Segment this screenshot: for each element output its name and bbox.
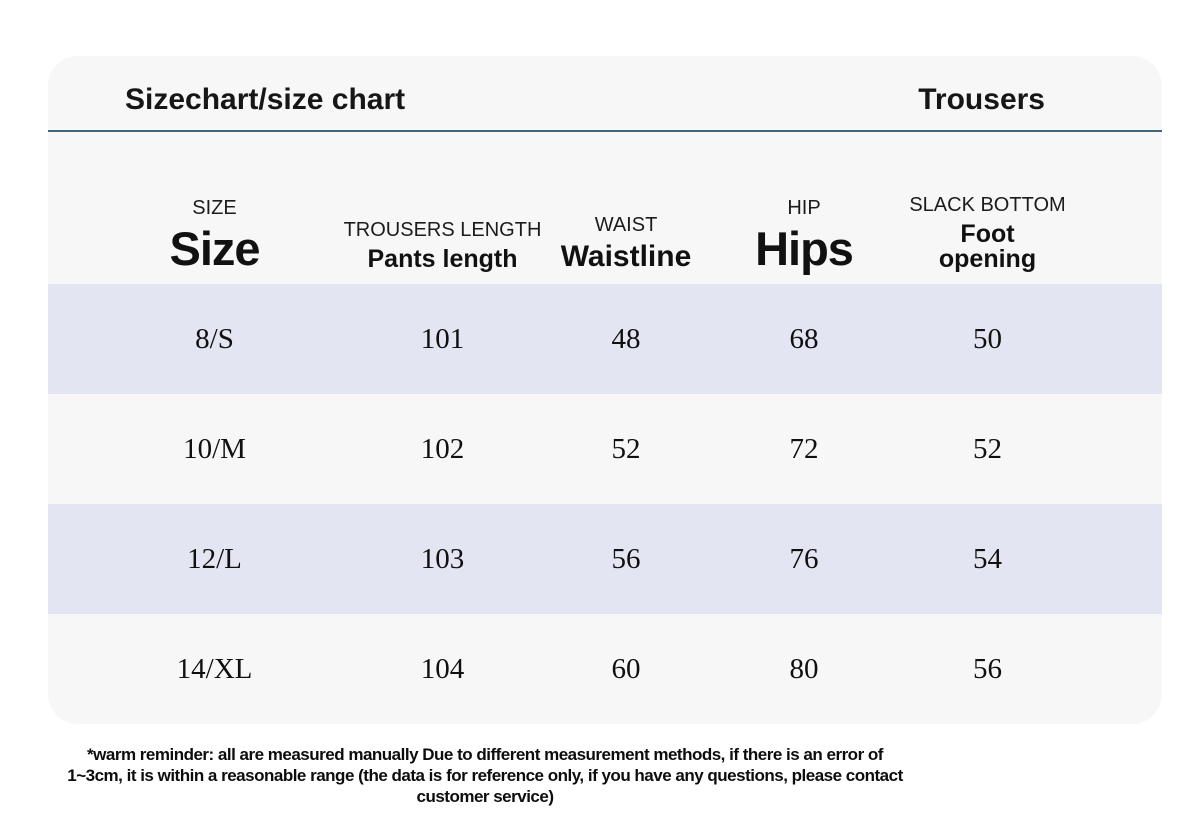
size-cell: 10/M	[183, 432, 246, 465]
column-header-size: SIZE Size	[81, 132, 348, 284]
size-cell: 8/S	[195, 322, 234, 355]
column-label-main: Pants length	[367, 245, 518, 273]
foot-opening-cell: 56	[973, 652, 1002, 685]
column-label-top: WAIST	[594, 214, 658, 236]
page-title: Sizechart/size chart	[125, 83, 406, 116]
column-header-foot-opening: SLACK BOTTOM Foot opening	[893, 132, 1082, 284]
table-row-10m: 10/M 102 52 72 52	[48, 394, 1162, 504]
product-type-label: Trousers	[918, 83, 1045, 116]
column-header-hips: HIP Hips	[715, 132, 893, 284]
card-header: Sizechart/size chart Trousers	[48, 56, 1162, 130]
column-label-top: SIZE	[192, 197, 237, 219]
size-cell: 14/XL	[176, 652, 253, 685]
pants-length-cell: 104	[420, 652, 465, 685]
column-label-main: Foot opening	[938, 220, 1037, 273]
column-label-main: Size	[169, 222, 260, 275]
column-label-top: SLACK BOTTOM	[909, 194, 1066, 216]
table-row-14xl: 14/XL 104 60 80 56	[48, 614, 1162, 724]
waistline-cell: 60	[611, 652, 641, 685]
size-cell: 12/L	[187, 542, 242, 575]
header-divider	[48, 130, 1162, 132]
table-row-8s: 8/S 101 48 68 50	[48, 284, 1162, 394]
waistline-cell: 56	[611, 542, 641, 575]
column-label-top: HIP	[787, 197, 821, 219]
size-chart-card: Sizechart/size chart Trousers SIZE Size …	[48, 56, 1162, 724]
column-label-main: Waistline	[560, 240, 692, 273]
pants-length-cell: 103	[420, 542, 465, 575]
note-line-2: 1~3cm, it is within a reasonable range (…	[67, 766, 903, 785]
warm-reminder-note: *warm reminder: all are measured manuall…	[25, 744, 945, 807]
column-label-top: TROUSERS LENGTH	[343, 219, 542, 241]
hips-cell: 80	[789, 652, 819, 685]
hips-cell: 72	[789, 432, 819, 465]
column-label-main: Hips	[755, 222, 854, 275]
column-header-waistline: WAIST Waistline	[537, 132, 715, 284]
pants-length-cell: 101	[420, 322, 465, 355]
pants-length-cell: 102	[420, 432, 465, 465]
table-header-row: SIZE Size TROUSERS LENGTH Pants length W…	[48, 132, 1162, 284]
foot-opening-cell: 54	[973, 542, 1002, 575]
hips-cell: 68	[789, 322, 819, 355]
hips-cell: 76	[789, 542, 819, 575]
table-row-12l: 12/L 103 56 76 54	[48, 504, 1162, 614]
note-line-3: customer service)	[416, 787, 554, 806]
foot-opening-cell: 52	[973, 432, 1002, 465]
waistline-cell: 52	[611, 432, 641, 465]
foot-opening-cell: 50	[973, 322, 1002, 355]
waistline-cell: 48	[611, 322, 641, 355]
note-line-1: *warm reminder: all are measured manuall…	[87, 745, 883, 764]
column-header-pants-length: TROUSERS LENGTH Pants length	[344, 132, 542, 284]
